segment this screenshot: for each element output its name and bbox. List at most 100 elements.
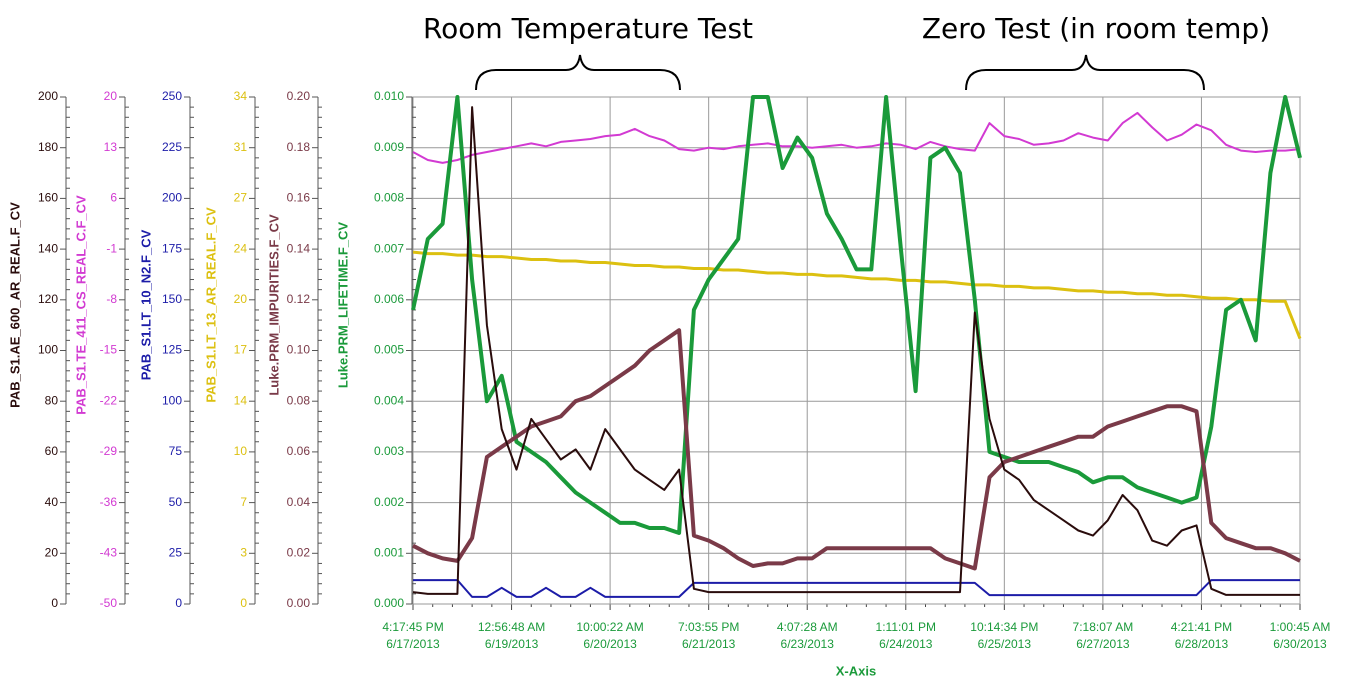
y-tick-label: 120 [38,292,58,306]
y-tick-label: 150 [162,292,182,306]
y-tick-label: 0.006 [374,292,404,306]
y-tick-label: 0.003 [374,444,404,458]
y-tick-label: 160 [38,191,58,205]
y-tick-label: 0.009 [374,140,404,154]
series-line [412,106,1300,596]
series-line [413,579,1300,598]
annotation: Zero Test (in room temp) [922,12,1270,45]
x-tick-label: 12:56:48 AM [478,620,545,634]
y-tick-label: 125 [162,343,182,357]
y-tick-label: 75 [169,444,183,458]
x-tick-label: 4:07:28 AM [777,620,838,634]
y-tick-label: 0.14 [287,241,311,255]
y-tick-label: 0.010 [374,89,404,103]
y-tick-label: 0.08 [287,393,311,407]
x-tick-label: 10:00:22 AM [576,620,643,634]
y-tick-label: 0.06 [287,444,311,458]
y-tick-label: 0.004 [374,393,404,407]
x-tick-label: 6/25/2013 [978,637,1032,651]
bracket [965,54,1205,91]
y-tick-label: 14 [234,393,248,407]
y-tick-label: 180 [38,140,58,154]
y-tick-label: 200 [38,89,58,103]
y-tick-label: 100 [162,393,182,407]
series-line [412,250,1302,340]
x-tick-label: 6/20/2013 [583,637,637,651]
x-tick-label: 6/30/2013 [1273,637,1327,651]
y-tick-label: 225 [162,140,182,154]
y-tick-label: 31 [234,140,248,154]
x-tick-label: 6/19/2013 [485,637,539,651]
y-axis-title: PAB_S1.LT_10_N2.F_CV [138,229,153,380]
series-line [411,95,1302,535]
y-tick-label: 27 [234,191,248,205]
x-tick-label: 6/24/2013 [879,637,933,651]
y-tick-label: 0.02 [287,545,311,559]
y-tick-label: 0.008 [374,191,404,205]
y-tick-label: 40 [45,495,59,509]
annotation: Room Temperature Test [423,12,753,45]
series-line [412,328,1301,571]
x-tick-label: 4:17:45 PM [382,620,443,634]
x-axis-title: X-Axis [836,663,876,678]
x-tick-label: 4:21:41 PM [1171,620,1232,634]
y-tick-label: 250 [162,89,182,103]
y-tick-label: 0 [240,596,247,610]
y-tick-label: 0.12 [287,292,311,306]
y-tick-label: -8 [106,292,117,306]
y-tick-label: 0.00 [287,596,311,610]
y-tick-label: 25 [169,545,183,559]
y-tick-label: -36 [100,495,118,509]
y-tick-label: 0.001 [374,545,404,559]
x-tick-label: 6/17/2013 [386,637,440,651]
y-tick-label: 140 [38,241,58,255]
y-tick-label: 20 [234,292,248,306]
y-tick-label: 50 [169,495,183,509]
x-tick-label: 10:14:34 PM [970,620,1038,634]
y-tick-label: 0.20 [287,89,311,103]
y-axis-title: PAB_S1.LT_13_AR_REAL.F_CV [203,207,218,403]
y-tick-label: -29 [100,444,118,458]
y-tick-label: 0.007 [374,241,404,255]
x-tick-label: 1:11:01 PM [876,620,936,634]
y-tick-label: 0.10 [287,343,311,357]
y-tick-label: -15 [100,343,118,357]
y-tick-label: 0.002 [374,495,404,509]
x-tick-label: 6/21/2013 [682,637,736,651]
y-tick-label: -22 [100,393,118,407]
x-tick-label: 6/28/2013 [1175,637,1229,651]
y-axis-title: PAB_S1.AE_600_AR_REAL.F_CV [7,202,22,408]
y-tick-label: -43 [100,545,118,559]
x-tick-label: 7:18:07 AM [1073,620,1134,634]
y-tick-label: 24 [234,241,248,255]
y-tick-label: 60 [45,444,59,458]
y-tick-label: 0 [175,596,182,610]
y-tick-label: 17 [234,343,248,357]
y-tick-label: 175 [162,241,182,255]
y-tick-label: 10 [234,444,248,458]
y-axis-title: PAB_S1.TE_411_CS_REAL_C.F_CV [73,195,88,415]
y-tick-label: 13 [104,140,118,154]
y-axis-title: Luke.PRM_IMPURITIES.F_CV [266,214,281,396]
y-tick-label: 3 [240,545,247,559]
y-tick-label: 0.04 [287,495,311,509]
y-tick-label: 0.005 [374,343,404,357]
y-tick-label: -50 [100,596,118,610]
y-tick-label: 0.18 [287,140,311,154]
y-tick-label: 20 [45,545,59,559]
x-tick-label: 6/27/2013 [1076,637,1130,651]
y-tick-label: 0.000 [374,596,404,610]
y-tick-label: 80 [45,393,59,407]
x-tick-label: 7:03:55 PM [678,620,739,634]
y-tick-label: 0 [51,596,58,610]
series-line [412,111,1301,164]
y-tick-label: 200 [162,191,182,205]
y-tick-label: 34 [234,89,248,103]
y-tick-label: 20 [104,89,118,103]
y-tick-label: -1 [106,241,117,255]
x-tick-label: 6/23/2013 [781,637,835,651]
x-tick-label: 1:00:45 AM [1270,620,1331,634]
y-tick-label: 100 [38,343,58,357]
